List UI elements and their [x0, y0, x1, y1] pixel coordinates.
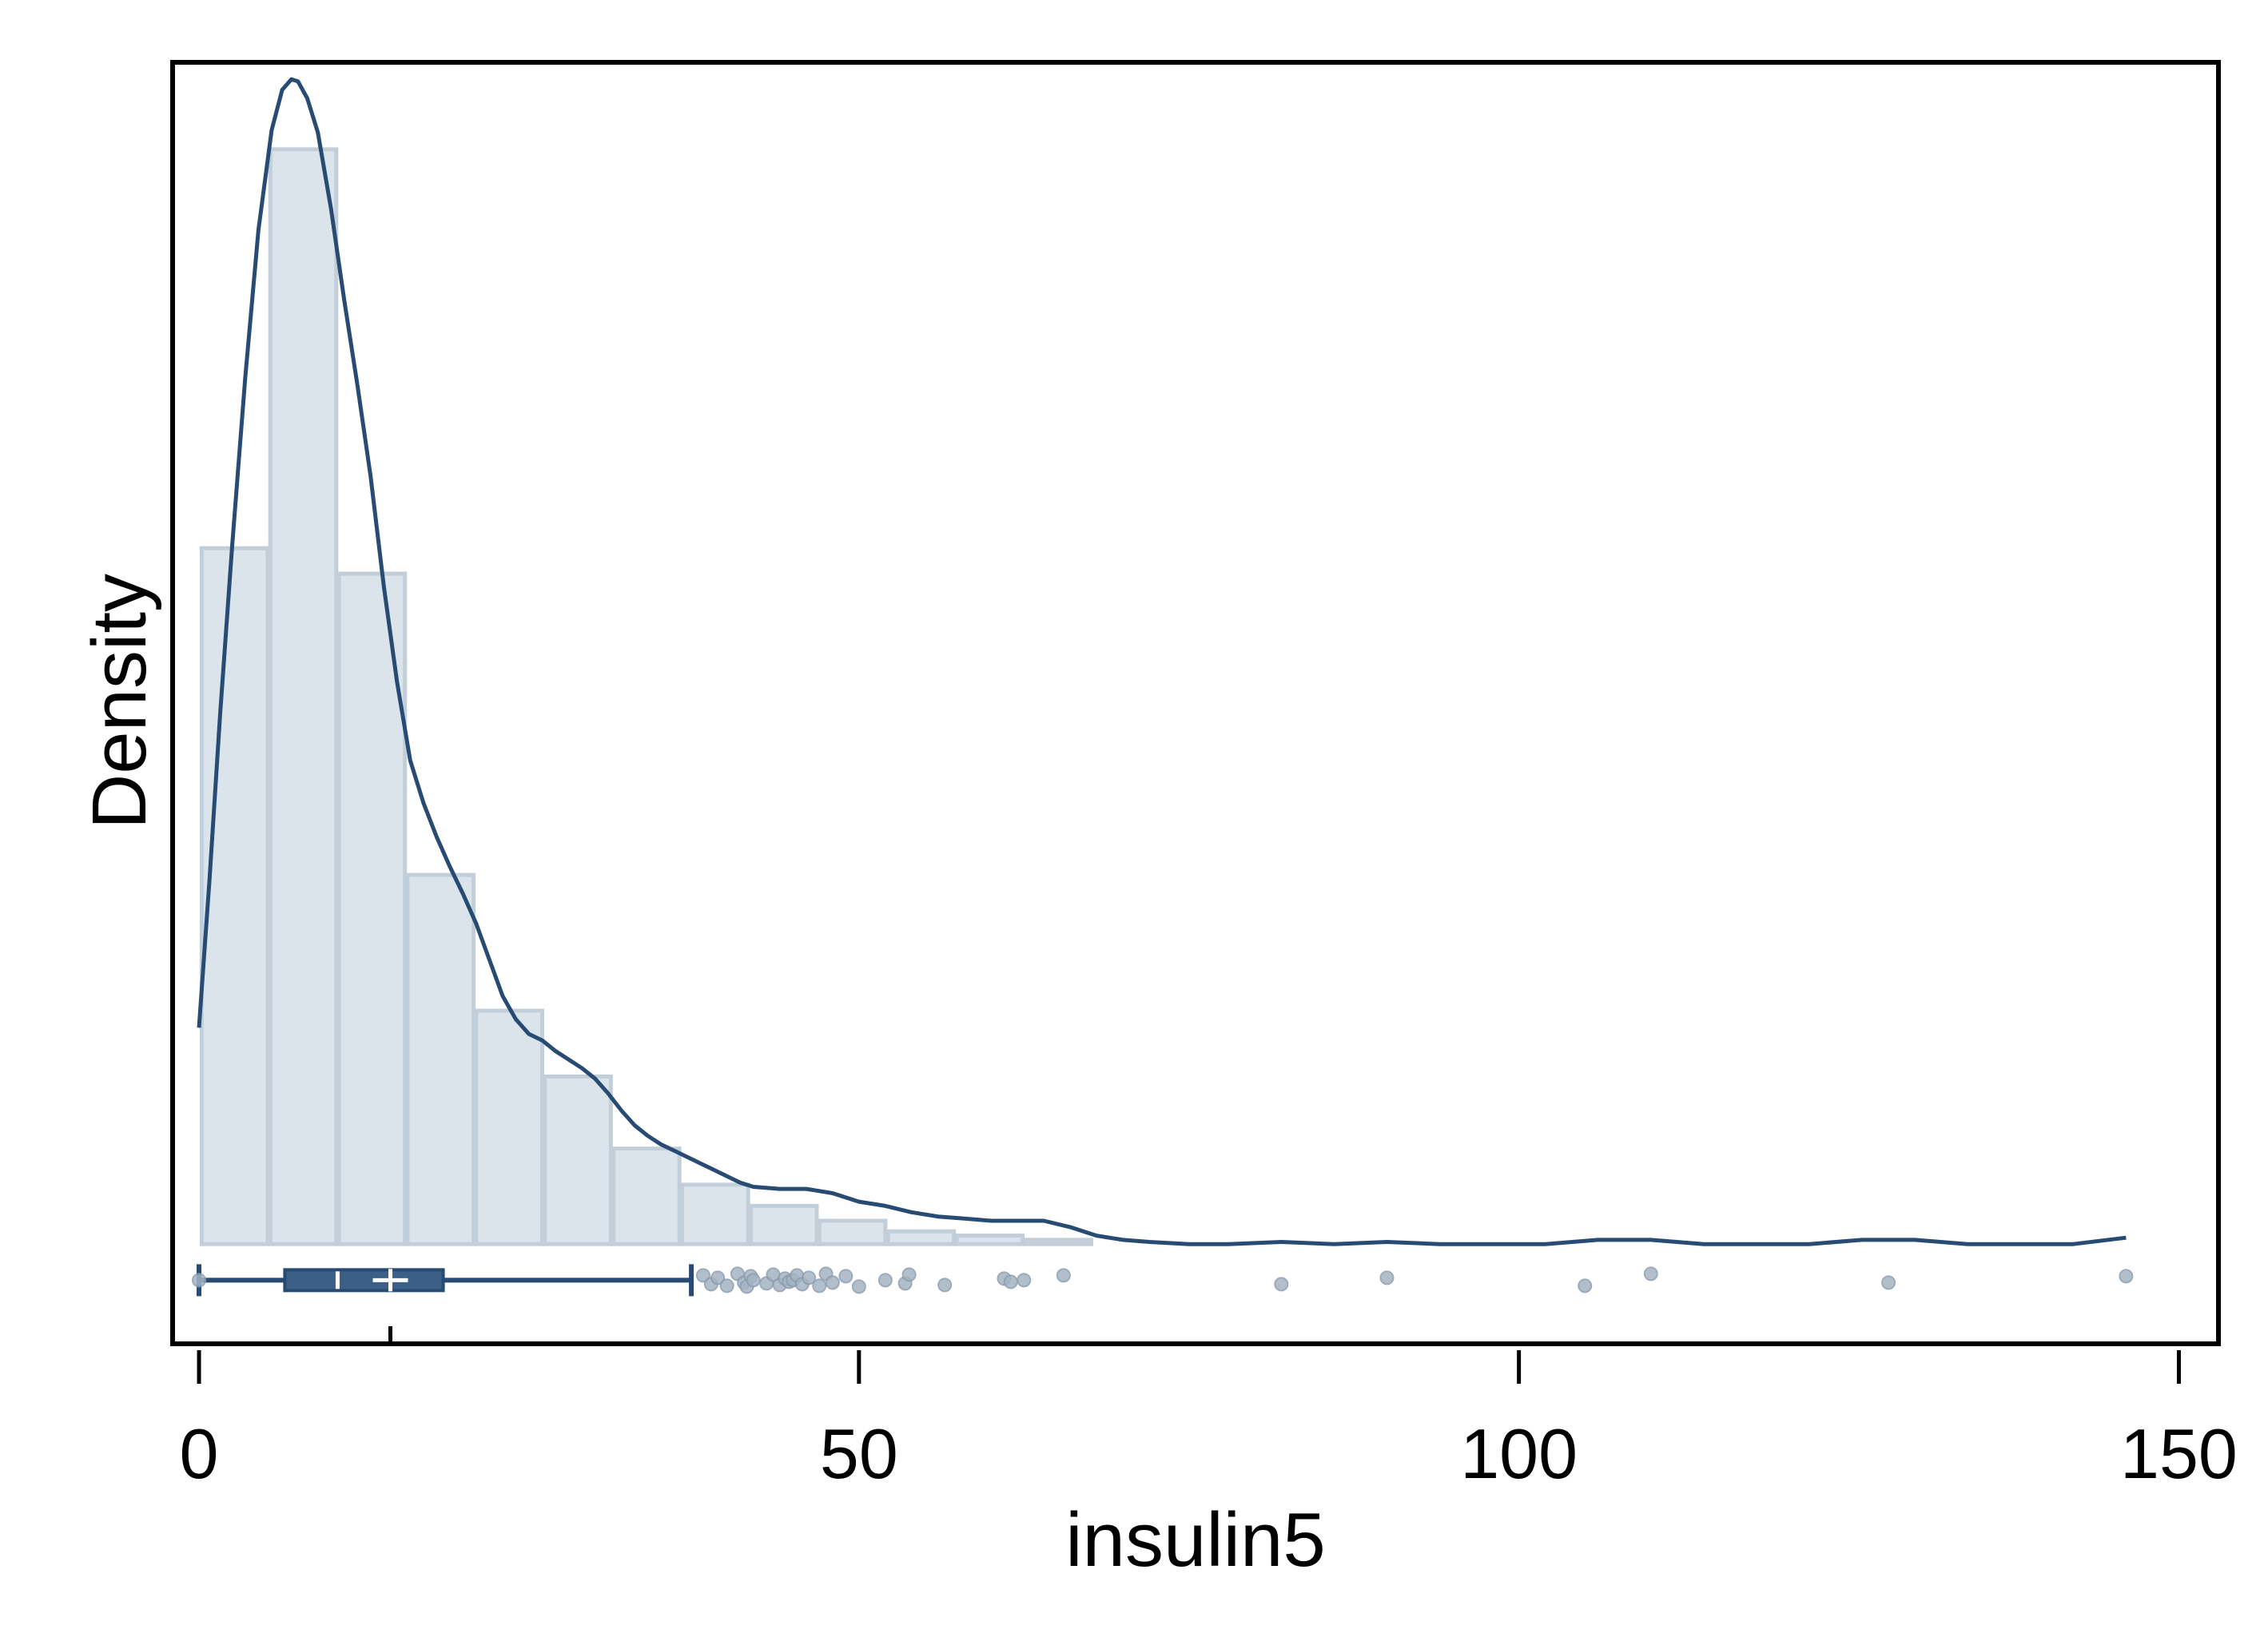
- outlier-point-35: [1578, 1278, 1593, 1293]
- outlier-point-28: [937, 1277, 953, 1293]
- outlier-point-23: [838, 1269, 853, 1284]
- plot-frame: [170, 60, 2221, 1346]
- boxplot: [197, 1264, 694, 1344]
- outlier-point-19: [802, 1270, 817, 1285]
- outlier-point-33: [1274, 1277, 1289, 1292]
- histogram-bar-2: [268, 147, 339, 1246]
- histogram-bar-7: [611, 1146, 682, 1246]
- histogram-bar-13: [1023, 1238, 1094, 1246]
- x-tick-label-150: 150: [2120, 1414, 2238, 1493]
- outlier-point-34: [1379, 1270, 1395, 1285]
- outlier-point-31: [1017, 1273, 1032, 1288]
- outlier-point-1: [192, 1273, 207, 1288]
- outlier-point-2: [695, 1268, 710, 1283]
- outlier-point-5: [719, 1278, 734, 1293]
- outlier-point-10: [746, 1273, 761, 1288]
- outlier-point-27: [901, 1267, 917, 1282]
- histogram-bar-6: [543, 1074, 613, 1246]
- boxplot-outliers: [192, 1266, 2134, 1294]
- histogram-bar-10: [817, 1218, 888, 1246]
- histogram-bar-12: [954, 1234, 1025, 1246]
- outlier-point-22: [825, 1275, 840, 1290]
- x-tick-label-100: 100: [1460, 1414, 1578, 1493]
- x-tick-label-0: 0: [180, 1414, 219, 1493]
- outlier-point-20: [812, 1278, 827, 1293]
- outlier-point-30: [1003, 1274, 1018, 1289]
- y-axis-label: Density: [77, 574, 162, 829]
- histogram-bars: [199, 147, 1094, 1246]
- density-curve-line: [197, 77, 2127, 1246]
- histogram-bar-11: [885, 1229, 957, 1246]
- outlier-point-25: [877, 1273, 893, 1288]
- histogram-bar-5: [474, 1008, 544, 1246]
- outlier-point-24: [851, 1279, 866, 1294]
- x-tick-label-50: 50: [820, 1414, 898, 1493]
- histogram-bar-4: [405, 872, 476, 1246]
- histogram-bar-1: [199, 546, 270, 1246]
- x-axis-label: insulin5: [1065, 1497, 1326, 1583]
- outlier-point-38: [2119, 1269, 2134, 1284]
- boxplot-box: [283, 1268, 445, 1293]
- outlier-point-32: [1056, 1268, 1071, 1283]
- outlier-point-36: [1643, 1266, 1658, 1281]
- histogram-bar-9: [748, 1203, 819, 1246]
- x-axis-ticks: 0 50 100 150: [180, 1350, 2238, 1493]
- histogram-bar-3: [336, 571, 408, 1246]
- histogram-bar-8: [680, 1182, 750, 1246]
- outlier-point-37: [1881, 1275, 1896, 1290]
- outlier-point-4: [710, 1270, 726, 1285]
